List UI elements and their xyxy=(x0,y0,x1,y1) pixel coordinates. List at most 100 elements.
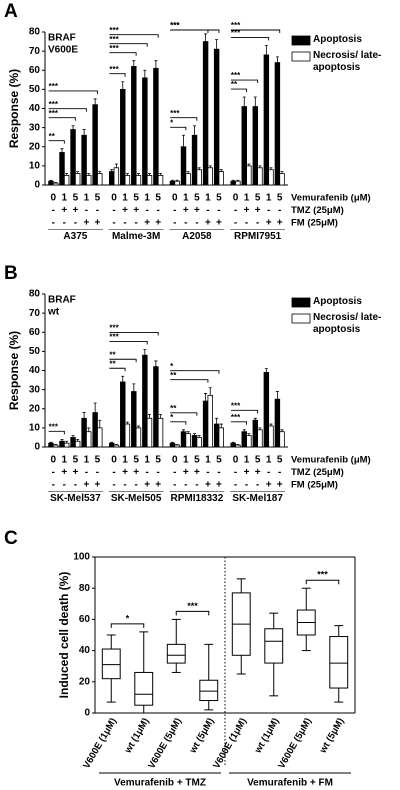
group-label: Vemurafenib + TMZ xyxy=(114,778,206,789)
condition-value: + xyxy=(133,467,139,478)
bar xyxy=(207,394,213,448)
error-bar xyxy=(280,171,284,174)
y-tick-label: 0 xyxy=(84,708,90,719)
condition-value: + xyxy=(61,205,67,216)
legend-label: Necrosis/ late-apoptosis xyxy=(313,312,382,335)
bar xyxy=(207,167,213,186)
condition-value: + xyxy=(266,480,272,491)
condition-value: - xyxy=(145,467,148,478)
error-bar xyxy=(231,441,235,444)
condition-value: - xyxy=(96,205,99,216)
error-bar xyxy=(121,375,125,382)
error-bar xyxy=(76,171,80,174)
y-tick-label: 30 xyxy=(29,384,41,395)
bar xyxy=(279,431,285,448)
bar xyxy=(97,173,103,186)
legend-item: Apoptosis xyxy=(313,34,362,45)
condition-value: - xyxy=(74,218,77,229)
error-bar xyxy=(87,427,91,432)
condition-label: Vemurafenib (μM) xyxy=(291,193,371,204)
condition-value: - xyxy=(157,467,160,478)
bar xyxy=(191,435,198,448)
bar xyxy=(81,134,87,186)
bar xyxy=(169,180,176,186)
condition-value: 5 xyxy=(277,455,283,466)
error-bar xyxy=(275,391,279,400)
significance-label: ** xyxy=(49,132,56,141)
bar xyxy=(191,134,198,186)
error-bar xyxy=(170,179,174,182)
significance-bracket xyxy=(109,34,159,38)
condition-value: 1 xyxy=(183,455,189,466)
significance-label: *** xyxy=(317,570,328,580)
condition-value: + xyxy=(95,480,101,491)
condition-value: 1 xyxy=(266,455,272,466)
significance-label: *** xyxy=(49,82,59,91)
error-bar xyxy=(154,360,158,367)
bar xyxy=(257,167,263,186)
bar xyxy=(74,173,81,186)
bar xyxy=(180,146,187,186)
error-bar xyxy=(60,148,64,153)
error-bar xyxy=(65,173,69,176)
error-bar xyxy=(71,125,75,130)
condition-value: 1 xyxy=(244,193,250,204)
condition-label: Vemurafenib (μM) xyxy=(291,455,371,466)
error-bar xyxy=(175,179,179,182)
condition-value: - xyxy=(173,218,176,229)
significance-label: *** xyxy=(170,21,180,30)
bar xyxy=(59,440,65,448)
error-bar xyxy=(258,427,262,430)
condition-value: 5 xyxy=(73,455,79,466)
condition-value: - xyxy=(85,205,88,216)
error-bar xyxy=(219,423,223,428)
significance-label: ** xyxy=(109,350,116,359)
condition-value: 5 xyxy=(216,455,222,466)
condition-value: 5 xyxy=(133,193,139,204)
y-tick-label: 0 xyxy=(34,180,40,191)
bar xyxy=(108,442,115,448)
error-bar xyxy=(98,419,102,428)
bar xyxy=(157,417,164,448)
error-bar xyxy=(204,33,208,42)
bar xyxy=(97,427,103,448)
bar xyxy=(52,444,59,448)
error-bar xyxy=(49,179,53,182)
condition-value: + xyxy=(95,218,101,229)
bar xyxy=(246,435,252,448)
box xyxy=(329,636,349,689)
bar xyxy=(63,175,70,186)
y-tick-label: 80 xyxy=(29,289,41,300)
condition-value: - xyxy=(184,218,187,229)
condition-value: - xyxy=(123,218,126,229)
bar xyxy=(124,175,131,186)
condition-value: + xyxy=(144,218,150,229)
condition-value: + xyxy=(216,218,222,229)
error-bar xyxy=(197,435,201,438)
condition-value: - xyxy=(145,205,148,216)
bar xyxy=(86,175,92,186)
y-tick-label: 80 xyxy=(29,27,41,38)
y-axis-label: Response (%) xyxy=(7,331,21,410)
significance-bracket xyxy=(230,409,259,414)
condition-label: TMZ (25μM) xyxy=(291,467,344,478)
bar xyxy=(92,104,98,186)
significance-bracket xyxy=(109,73,126,77)
x-tick-label: V600E (5μM) xyxy=(276,716,314,770)
group-label: RPMI18332 xyxy=(170,493,223,504)
legend-swatch xyxy=(291,313,311,324)
y-tick-label: 0 xyxy=(34,442,40,453)
condition-value: - xyxy=(195,480,198,491)
condition-value: 1 xyxy=(84,193,90,204)
significance-label: * xyxy=(126,613,130,623)
legend-swatch xyxy=(291,35,311,46)
significance-bracket xyxy=(170,412,198,416)
error-bar xyxy=(49,441,53,444)
condition-value: + xyxy=(255,205,261,216)
significance-bracket xyxy=(48,90,98,94)
group-label: Vemurafenib + FM xyxy=(247,778,333,789)
x-tick-label: V600E (1μM) xyxy=(211,716,249,770)
condition-value: 5 xyxy=(155,455,161,466)
y-tick-label: 70 xyxy=(29,308,41,319)
condition-value: + xyxy=(216,480,222,491)
